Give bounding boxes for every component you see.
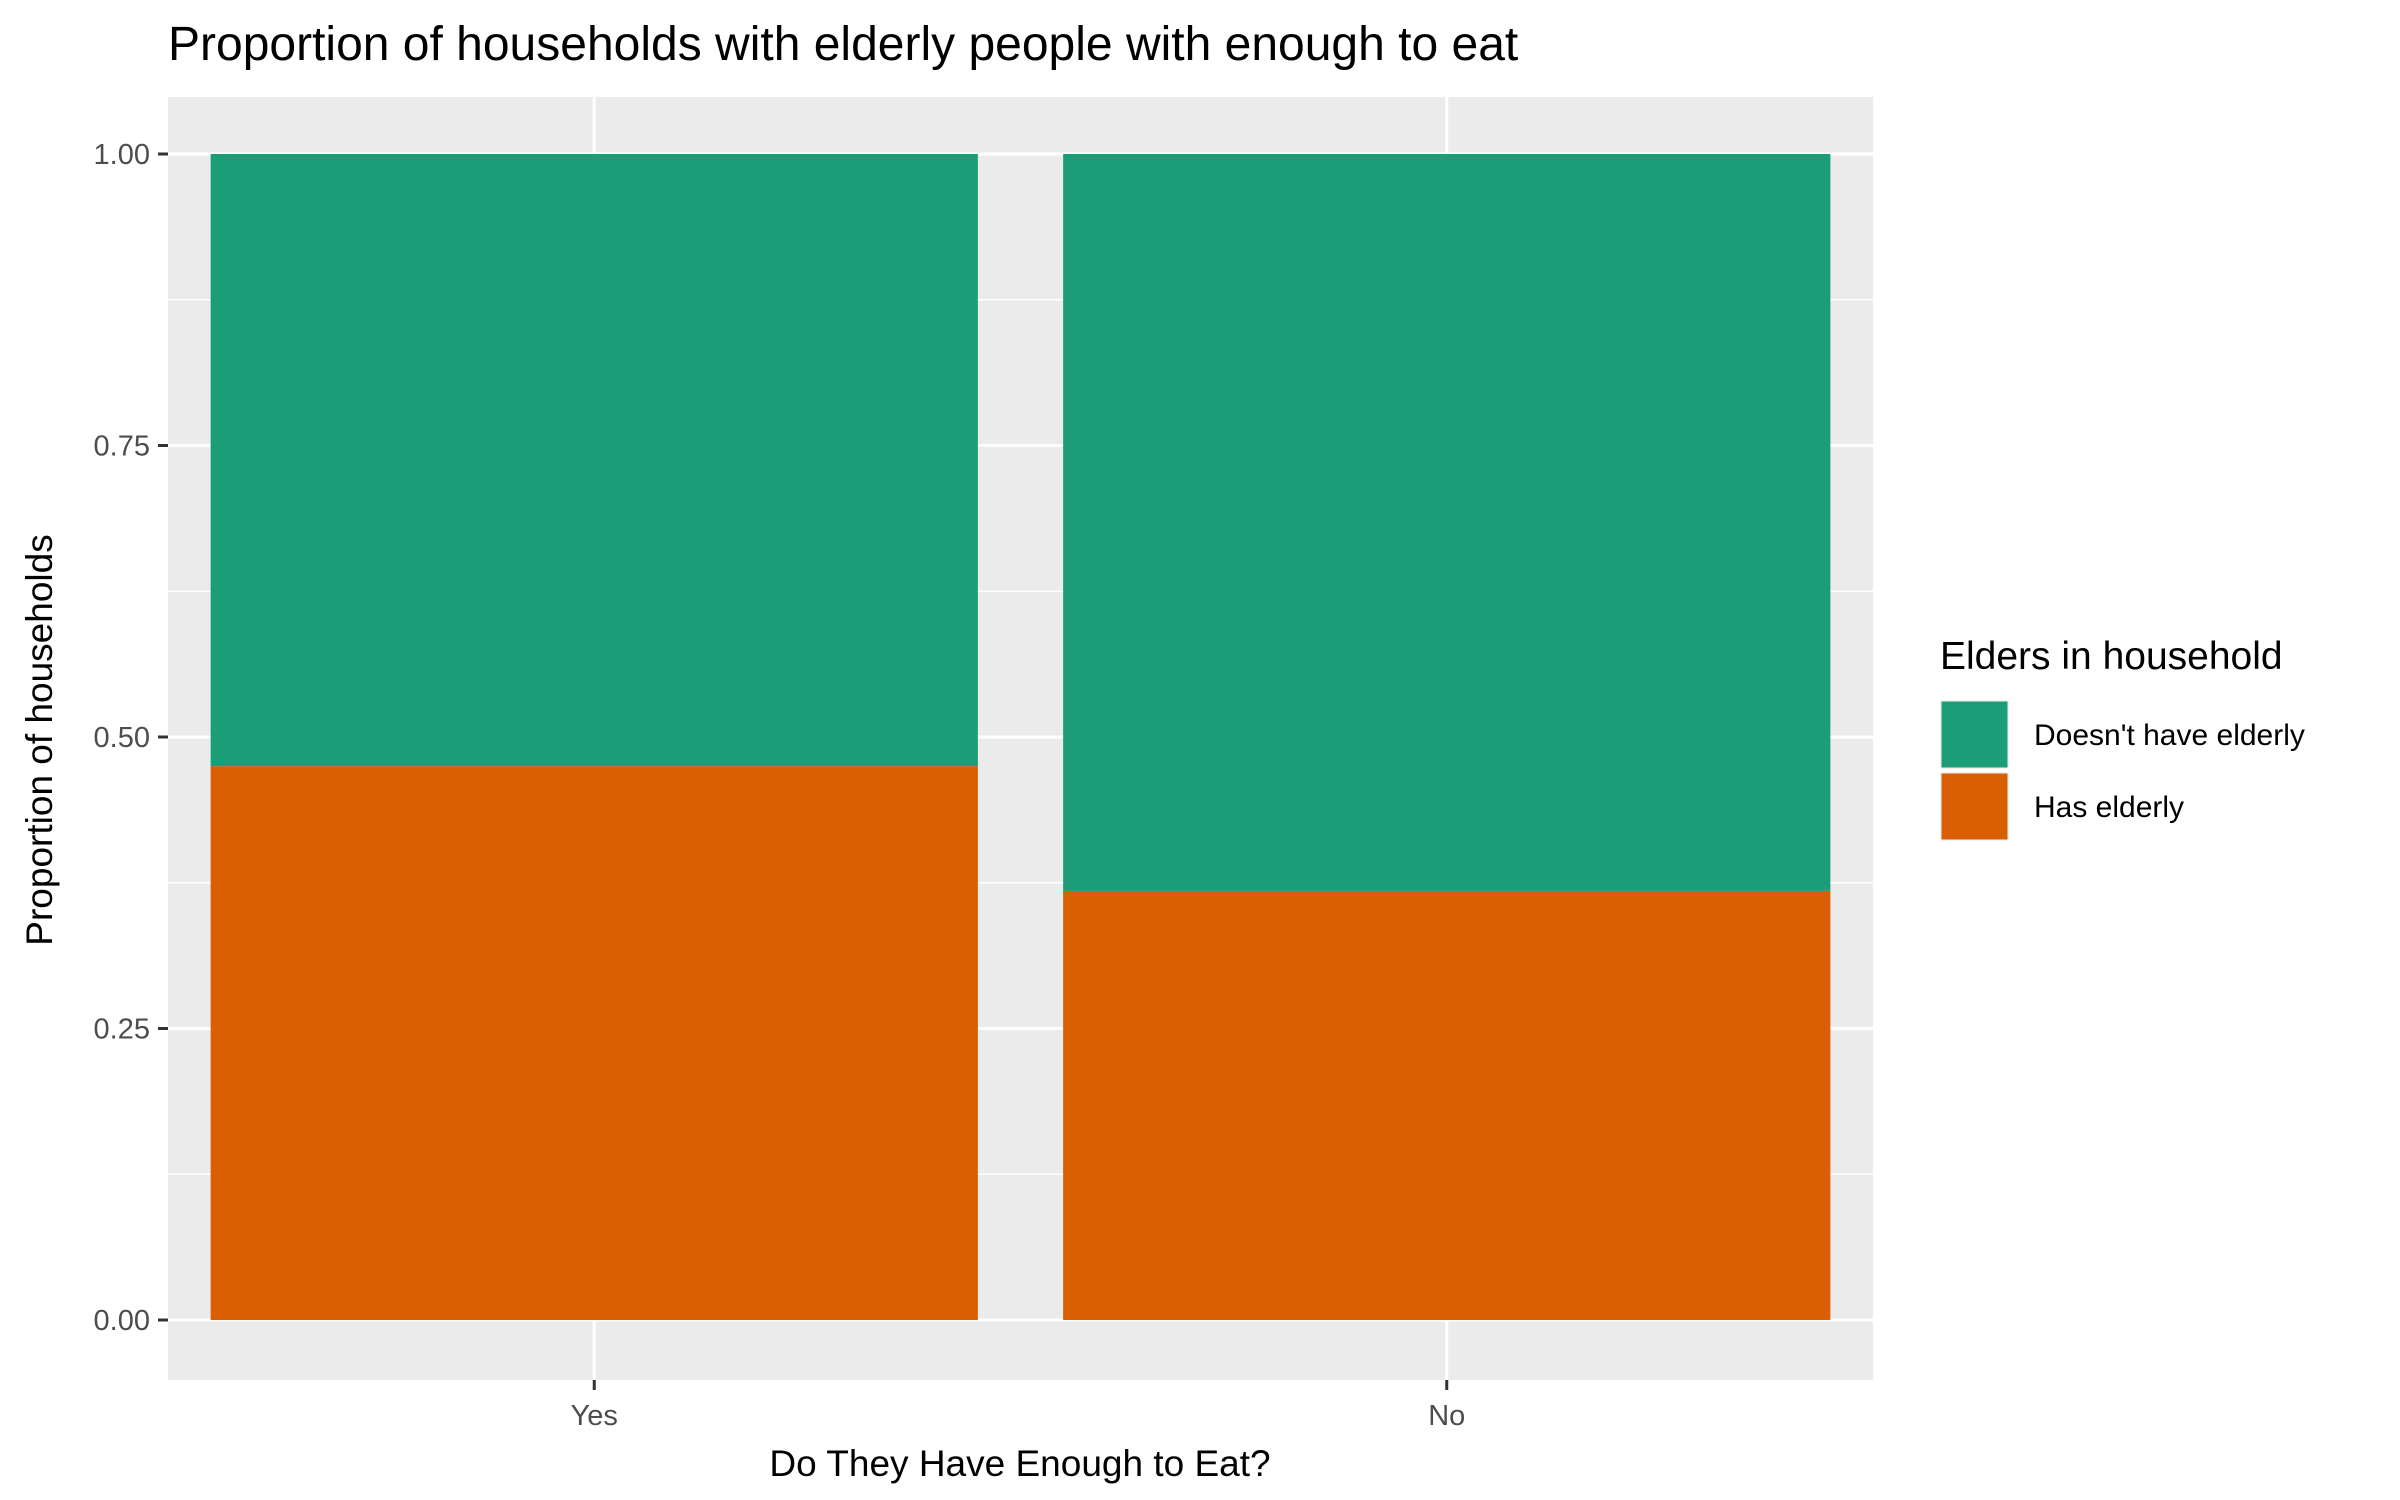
bars	[210, 154, 1831, 1320]
y-tick-label: 0.50	[94, 722, 150, 754]
bar-no-has-elderly	[1063, 890, 1831, 1320]
bar-yes-has-elderly	[210, 766, 978, 1320]
bar-yes-doesn-t-have-elderly	[210, 154, 978, 767]
legend-swatch	[1941, 701, 2008, 768]
chart-title: Proportion of households with elderly pe…	[168, 18, 1518, 71]
legend-label: Has elderly	[2034, 791, 2184, 824]
legend-swatch	[1941, 773, 2008, 840]
x-tick-label: Yes	[571, 1400, 618, 1432]
x-axis-title: Do They Have Enough to Eat?	[769, 1443, 1270, 1484]
y-tick-label: 0.75	[94, 431, 150, 463]
y-axis-title: Proportion of households	[19, 534, 60, 945]
bar-no-doesn-t-have-elderly	[1063, 154, 1831, 891]
y-tick-label: 1.00	[94, 139, 150, 171]
x-tick-label: No	[1428, 1400, 1465, 1432]
y-tick-label: 0.00	[94, 1305, 150, 1337]
y-tick-label: 0.25	[94, 1014, 150, 1046]
legend: Elders in household Doesn't have elderly…	[1940, 635, 2305, 841]
x-axis: Yes No	[571, 1380, 1465, 1432]
legend-title: Elders in household	[1940, 635, 2283, 678]
legend-label: Doesn't have elderly	[2034, 719, 2305, 752]
y-axis: 0.00 0.25 0.50 0.75 1.00	[94, 139, 168, 1337]
